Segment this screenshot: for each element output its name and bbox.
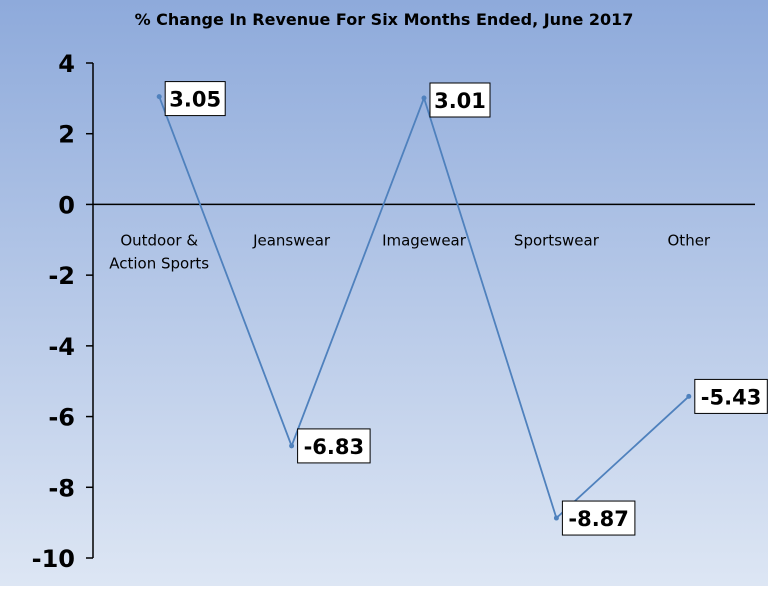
y-tick-label: -6: [48, 404, 75, 432]
data-point: [156, 94, 162, 100]
data-label: 3.01: [434, 89, 486, 113]
data-point: [289, 443, 295, 449]
data-point: [686, 393, 692, 399]
data-label-box: [429, 82, 491, 118]
data-label: 3.05: [169, 88, 221, 112]
data-label-box: [164, 81, 226, 117]
x-category-label: Jeanswear: [252, 231, 331, 249]
x-category-label: Other: [668, 231, 711, 249]
y-tick-label: -10: [32, 545, 75, 573]
data-label-box: [561, 500, 636, 536]
plot-area: -10 -8 -6 -4 -2 0 2 4 Outdoor & Action Sports Jean…: [32, 50, 768, 573]
data-point: [553, 515, 559, 521]
data-label: -5.43: [701, 385, 762, 409]
x-category-label: Imagewear: [382, 231, 467, 249]
y-tick-label: 2: [58, 121, 75, 149]
y-tick-label: -4: [48, 333, 75, 361]
y-tick-label: 4: [58, 50, 75, 78]
data-label: -8.87: [568, 507, 629, 531]
x-category-label: Outdoor & Action Sports: [109, 231, 209, 272]
y-tick-label: -2: [48, 262, 75, 290]
y-tick-label: -8: [48, 474, 75, 502]
chart-title: % Change In Revenue For Six Months Ended…: [135, 10, 634, 29]
data-label-box: [297, 428, 371, 464]
data-point: [421, 95, 427, 101]
y-tick-label: 0: [58, 191, 75, 219]
data-label-box: [694, 378, 768, 414]
data-label: -6.83: [304, 435, 365, 459]
x-category-label: Sportswear: [514, 231, 600, 249]
